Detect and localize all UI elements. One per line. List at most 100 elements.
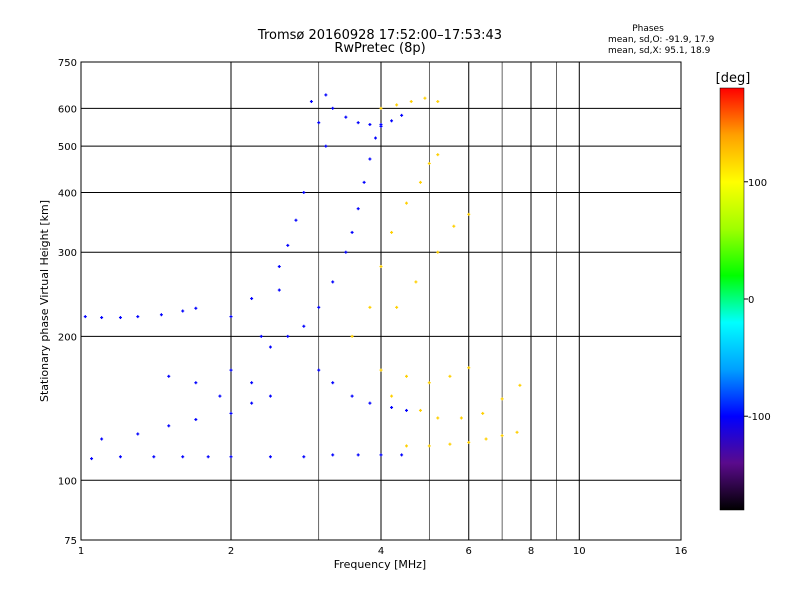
data-point <box>100 316 104 320</box>
data-point <box>427 444 431 448</box>
data-point <box>500 397 504 401</box>
data-point <box>250 381 254 385</box>
x-tick-label: 4 <box>378 546 384 557</box>
data-point <box>286 243 290 247</box>
data-point <box>250 401 254 405</box>
data-point <box>356 453 360 457</box>
data-point <box>368 123 372 127</box>
colorbar-label: [deg] <box>716 71 751 86</box>
data-point <box>418 180 422 184</box>
data-point <box>350 230 354 234</box>
data-point <box>90 457 94 461</box>
data-point <box>400 453 404 457</box>
y-axis-ticks: 75 100 200 300 400 500 600 750 <box>58 58 77 547</box>
data-point <box>390 394 394 398</box>
colorbar-tick-label: 0 <box>748 295 754 306</box>
x-tick-label: 2 <box>228 546 234 557</box>
data-point <box>459 416 463 420</box>
data-point <box>356 121 360 125</box>
data-point <box>181 455 185 459</box>
data-point <box>404 201 408 205</box>
data-point <box>436 153 440 157</box>
data-point <box>404 408 408 412</box>
chart-title: Tromsø 20160928 17:52:00–17:53:43 <box>257 28 502 43</box>
data-point <box>277 288 281 292</box>
y-tick-label: 300 <box>58 248 77 259</box>
data-point <box>427 161 431 165</box>
colorbar-ticks: 100 0 -100 <box>744 178 771 423</box>
y-tick-label: 400 <box>58 188 77 199</box>
data-point <box>331 280 335 284</box>
x-tick-label: 1 <box>78 546 84 557</box>
data-point <box>302 455 306 459</box>
phases-legend-title: Phases <box>632 24 664 34</box>
data-point <box>390 119 394 123</box>
data-point <box>83 315 87 319</box>
data-point <box>467 440 471 444</box>
data-point <box>167 374 171 378</box>
data-point <box>250 297 254 301</box>
data-point <box>229 368 233 372</box>
data-point <box>302 190 306 194</box>
data-point <box>436 416 440 420</box>
data-point <box>350 334 354 338</box>
data-point <box>229 315 233 319</box>
data-point <box>136 315 140 319</box>
data-point <box>167 424 171 428</box>
data-point <box>229 455 233 459</box>
data-point <box>317 305 321 309</box>
data-point <box>286 334 290 338</box>
y-tick-label: 750 <box>58 58 77 69</box>
data-point <box>404 444 408 448</box>
data-point <box>467 212 471 216</box>
data-point <box>344 250 348 254</box>
data-point <box>374 136 378 140</box>
data-point <box>379 106 383 110</box>
x-axis-label: Frequency [MHz] <box>334 558 426 571</box>
data-point <box>448 374 452 378</box>
y-tick-label: 600 <box>58 104 77 115</box>
data-point <box>368 157 372 161</box>
data-point <box>518 383 522 387</box>
data-point <box>259 334 263 338</box>
data-point <box>390 405 394 409</box>
data-point <box>379 368 383 372</box>
data-point <box>467 366 471 370</box>
data-point <box>481 411 485 415</box>
data-point <box>515 430 519 434</box>
data-point <box>436 250 440 254</box>
data-point <box>500 434 504 438</box>
data-point <box>100 437 104 441</box>
data-point <box>362 180 366 184</box>
y-tick-label: 75 <box>64 536 77 547</box>
data-point <box>427 381 431 385</box>
colorbar-tick-label: 100 <box>748 178 767 189</box>
data-point <box>194 381 198 385</box>
phases-legend-x: mean, sd,X: 95.1, 18.9 <box>608 46 711 56</box>
data-point <box>379 123 383 127</box>
data-point <box>448 442 452 446</box>
data-point <box>484 437 488 441</box>
data-point <box>368 305 372 309</box>
data-point <box>379 265 383 269</box>
data-point <box>452 224 456 228</box>
data-point <box>368 401 372 405</box>
data-point <box>118 316 122 320</box>
colorbar-tick-label: -100 <box>748 412 771 423</box>
x-tick-label: 16 <box>675 546 688 557</box>
data-point <box>194 418 198 422</box>
chart-subtitle: RwPretec (8p) <box>334 41 425 56</box>
data-points <box>83 93 522 461</box>
data-point <box>395 103 399 107</box>
data-point <box>159 313 163 317</box>
data-point <box>409 100 413 104</box>
data-point <box>324 144 328 148</box>
data-point <box>206 455 210 459</box>
data-point <box>294 218 298 222</box>
y-tick-label: 500 <box>58 142 77 153</box>
data-point <box>331 106 335 110</box>
grid-lines <box>81 62 681 540</box>
phases-legend: Phases mean, sd,O: -91.9, 17.9 mean, sd,… <box>608 24 715 56</box>
data-point <box>423 96 427 100</box>
